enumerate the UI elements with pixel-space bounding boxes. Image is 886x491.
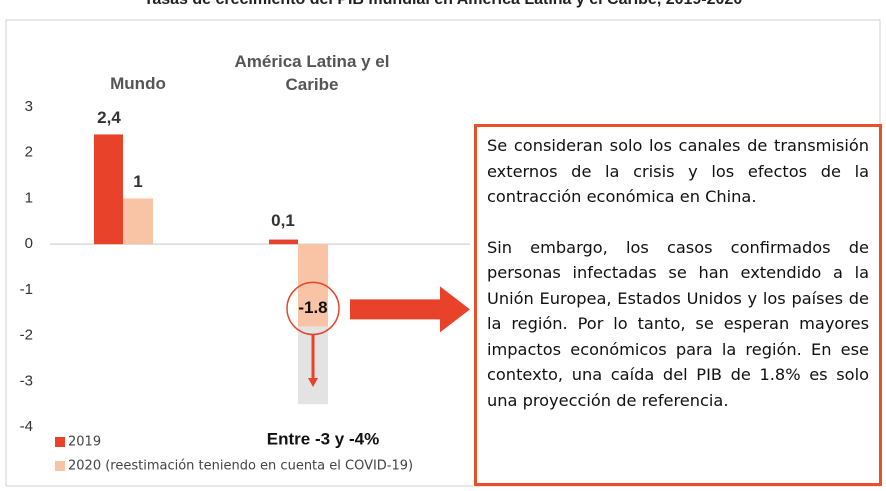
category-label: América Latina y el Caribe xyxy=(234,52,390,94)
legend-swatch xyxy=(55,437,65,447)
y-tick-label: 3 xyxy=(25,98,33,115)
data-label: 1 xyxy=(133,172,142,191)
down-arrow-head xyxy=(308,378,318,387)
category-label: Mundo xyxy=(110,74,166,93)
y-tick-label: 0 xyxy=(25,235,33,252)
chart-title: Tasas de crecimiento del PIB mundial en … xyxy=(144,0,743,8)
annotation: Entre -3 y -4% xyxy=(267,429,379,448)
right-arrow xyxy=(350,286,470,333)
note-paragraph: Se consideran solo los canales de transm… xyxy=(487,136,869,206)
legend-label: 2019 xyxy=(68,435,101,450)
y-tick-label: -1 xyxy=(20,281,33,298)
bar xyxy=(298,244,328,327)
data-label: 0,1 xyxy=(271,211,295,230)
bar xyxy=(269,239,298,245)
y-tick-label: 1 xyxy=(25,189,33,206)
bar xyxy=(94,134,123,245)
y-tick-label: -2 xyxy=(20,327,33,344)
bar xyxy=(123,198,153,245)
y-tick-label: 2 xyxy=(25,144,33,161)
legend-swatch xyxy=(55,461,65,471)
y-tick-label: -3 xyxy=(20,372,33,389)
data-label: 2,4 xyxy=(97,108,121,127)
data-label: -1.8 xyxy=(298,298,327,317)
note-paragraph: Sin embargo, los casos confirmados de pe… xyxy=(487,237,869,410)
y-tick-label: -4 xyxy=(20,418,33,435)
legend-label: 2020 (reestimación teniendo en cuenta el… xyxy=(68,459,413,474)
note-box: Se consideran solo los canales de transm… xyxy=(474,124,882,486)
